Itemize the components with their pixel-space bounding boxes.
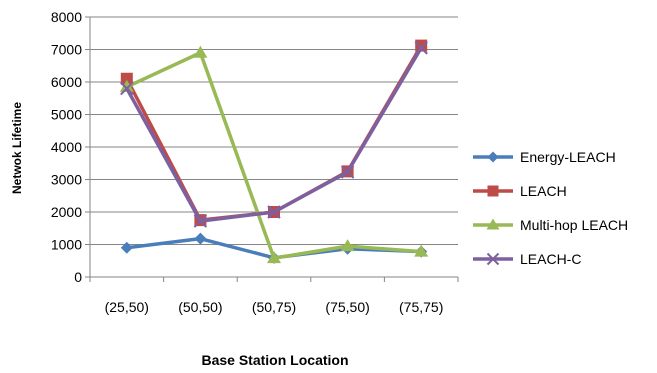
series-line [125,44,423,222]
legend: Energy-LEACH LEACH Multi-hop LEACH LEACH-C [473,149,628,267]
x-tick-label: (50,75) [252,299,296,315]
legend-item: LEACH [473,183,567,199]
y-tick-label: 1000 [51,237,82,253]
data-point [415,39,428,52]
y-tick-labels: 0 1000 2000 3000 4000 5000 6000 7000 8000 [51,9,82,285]
data-point [340,239,355,252]
y-tick-label: 3000 [51,172,82,188]
data-point [414,244,429,257]
data-point [486,218,500,230]
legend-item: LEACH-C [473,251,581,267]
series-lines [119,39,429,264]
grid-lines [85,16,458,278]
data-point [486,252,500,266]
series-line [126,51,422,260]
data-point [119,79,134,92]
data-point [193,214,208,228]
data-point [194,232,207,245]
legend-item: Multi-hop LEACH [473,217,628,233]
y-tick-label: 6000 [51,74,82,90]
y-tick-label: 0 [74,269,82,285]
series-multi-hop-leach [119,45,429,264]
legend-label: LEACH [520,183,567,199]
data-point [120,72,133,85]
x-axis-label: Base Station Location [201,352,348,368]
y-tick-label: 2000 [51,204,82,220]
data-point [120,241,133,254]
data-point [120,81,134,96]
data-point [193,45,208,58]
y-axis-label: Netwok Lifetime [10,102,24,194]
x-tick-label: (75,50) [325,299,369,315]
axes [89,17,459,282]
x-tick-labels: (25,50) (50,50) (50,75) (75,50) (75,75) [105,299,444,315]
data-point [414,41,428,55]
legend-item: Energy-LEACH [473,149,616,165]
data-point [267,251,281,264]
x-tick-label: (50,50) [178,299,222,315]
data-point [487,185,499,197]
legend-label: Energy-LEACH [520,149,616,165]
series-line [125,46,423,223]
series-leach-c [120,41,428,228]
x-tick-label: (25,50) [105,299,149,315]
legend-label: Multi-hop LEACH [520,217,628,233]
data-point [487,151,499,163]
x-tick-label: (75,75) [399,299,443,315]
y-tick-label: 4000 [51,139,82,155]
legend-label: LEACH-C [520,251,581,267]
y-tick-label: 8000 [51,9,82,25]
data-point [340,165,355,179]
y-tick-label: 7000 [51,42,82,58]
y-tick-label: 5000 [51,107,82,123]
data-point [267,205,281,219]
